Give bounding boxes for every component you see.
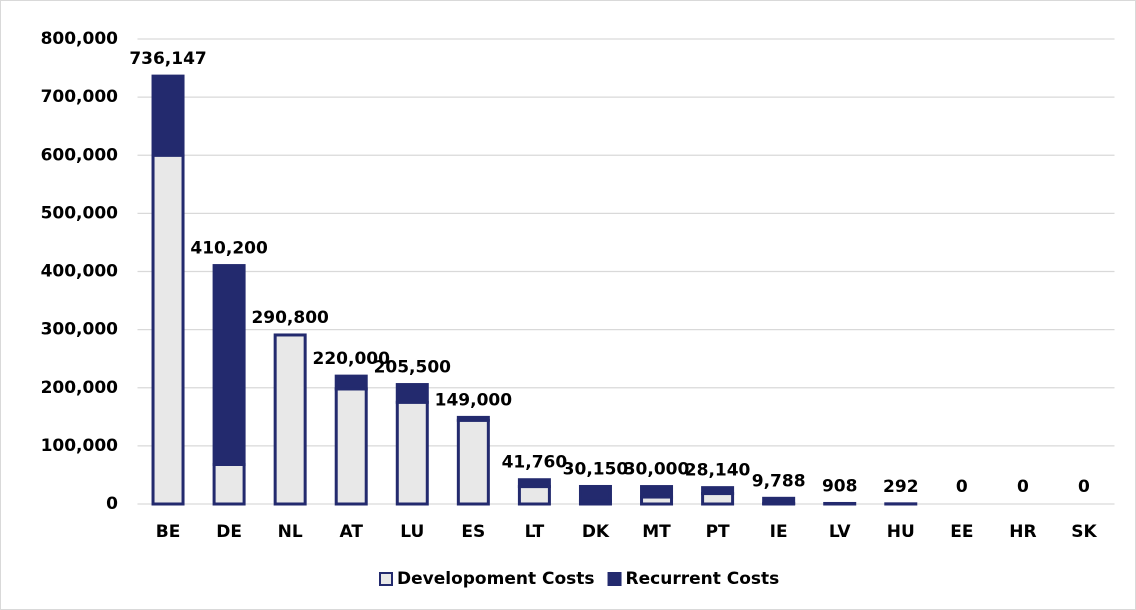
- x-tick-label: MT: [642, 522, 671, 542]
- total-label: 0: [1017, 477, 1029, 497]
- bar-segment: [762, 496, 796, 505]
- legend-swatch: [379, 572, 393, 586]
- bar-segment: [823, 501, 857, 506]
- bar-segment: [334, 374, 368, 391]
- bar-segment: [151, 153, 185, 506]
- bar-segment: [395, 383, 429, 404]
- bar-segment: [456, 418, 490, 506]
- bar-segment: [640, 485, 674, 499]
- bar-segment: [395, 400, 429, 506]
- bar-segment: [578, 484, 612, 503]
- total-label: 736,147: [129, 49, 206, 69]
- x-tick-label: IE: [770, 522, 788, 542]
- total-label: 41,760: [502, 453, 568, 473]
- total-label: 9,788: [752, 471, 806, 491]
- legend-swatch: [607, 572, 622, 586]
- total-label: 28,140: [685, 461, 751, 481]
- x-tick-label: BE: [156, 522, 181, 542]
- total-label: 30,150: [563, 459, 629, 479]
- total-label: 30,000: [624, 460, 690, 480]
- x-tick-label: LT: [525, 522, 545, 542]
- bar-segment: [273, 333, 307, 506]
- x-tick-label: DE: [216, 522, 242, 542]
- x-tick-label: LU: [400, 522, 424, 542]
- bar-segment: [151, 74, 185, 157]
- x-tick-label: HR: [1009, 522, 1036, 542]
- y-tick-label: 400,000: [41, 262, 119, 282]
- x-tick-label: PT: [706, 522, 730, 542]
- total-label: 220,000: [313, 349, 391, 369]
- x-tick-label: HU: [887, 522, 915, 542]
- total-label: 290,800: [251, 308, 329, 328]
- legend-label: Recurrent Costs: [626, 569, 780, 589]
- total-label: 149,000: [435, 390, 513, 410]
- y-tick-label: 500,000: [41, 203, 119, 223]
- y-tick-label: 800,000: [41, 29, 119, 49]
- total-label: 410,200: [190, 239, 268, 259]
- bar-segment: [701, 492, 735, 506]
- total-label: 292: [883, 477, 919, 497]
- total-label: 205,500: [374, 358, 452, 378]
- total-label: 0: [956, 477, 968, 497]
- bar-segment: [212, 264, 246, 466]
- total-label: 908: [822, 476, 858, 496]
- bar-segment: [212, 462, 246, 506]
- y-tick-label: 200,000: [41, 378, 119, 398]
- x-tick-label: EE: [950, 522, 973, 542]
- bar-segment: [456, 415, 490, 422]
- y-tick-label: 100,000: [41, 436, 119, 456]
- y-tick-label: 0: [106, 494, 118, 514]
- total-label: 0: [1078, 477, 1090, 497]
- y-tick-label: 300,000: [41, 320, 119, 340]
- bar-segment: [334, 387, 368, 506]
- x-tick-label: NL: [278, 522, 303, 542]
- x-tick-label: LV: [829, 522, 851, 542]
- y-tick-label: 600,000: [41, 145, 119, 165]
- y-tick-label: 700,000: [41, 87, 119, 107]
- x-tick-label: ES: [461, 522, 485, 542]
- bar-segment: [701, 486, 735, 496]
- bar-segment: [517, 485, 551, 506]
- bar-segment: [517, 478, 551, 489]
- x-tick-label: AT: [340, 522, 364, 542]
- legend-label: Developoment Costs: [397, 569, 595, 589]
- x-tick-label: DK: [582, 522, 610, 542]
- x-tick-label: SK: [1071, 522, 1097, 542]
